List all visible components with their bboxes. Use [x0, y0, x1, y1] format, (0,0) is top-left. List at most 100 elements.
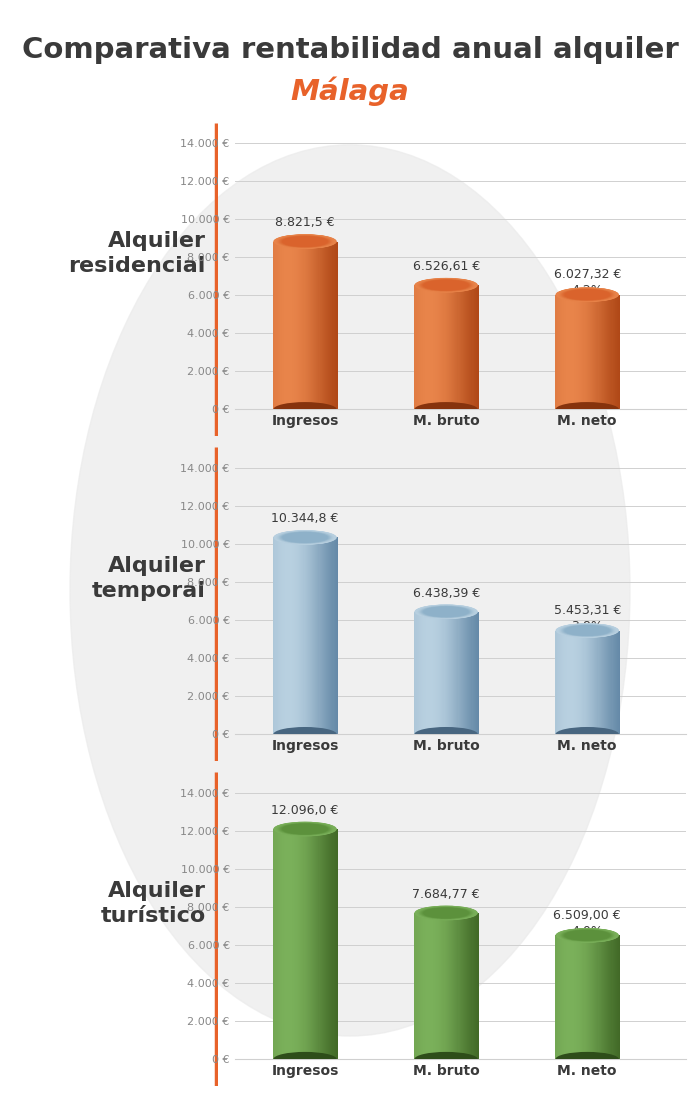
- Bar: [440, 913, 442, 1059]
- Ellipse shape: [415, 278, 477, 292]
- Ellipse shape: [423, 280, 470, 291]
- Bar: [595, 295, 596, 409]
- Bar: [604, 295, 605, 409]
- Bar: [435, 913, 436, 1059]
- Bar: [446, 285, 447, 409]
- Bar: [317, 537, 318, 734]
- Ellipse shape: [556, 928, 618, 942]
- Bar: [465, 612, 466, 734]
- Bar: [287, 537, 288, 734]
- Bar: [427, 913, 428, 1059]
- Bar: [616, 936, 617, 1059]
- Ellipse shape: [417, 278, 475, 292]
- Bar: [300, 829, 302, 1059]
- Bar: [561, 936, 562, 1059]
- Bar: [414, 913, 416, 1059]
- Text: 6.438,39 €: 6.438,39 €: [412, 587, 480, 599]
- Bar: [308, 829, 309, 1059]
- Bar: [419, 612, 420, 734]
- Bar: [448, 612, 449, 734]
- Bar: [456, 913, 458, 1059]
- Bar: [478, 285, 479, 409]
- Ellipse shape: [562, 929, 612, 941]
- Bar: [559, 631, 560, 734]
- Bar: [577, 936, 578, 1059]
- Ellipse shape: [279, 235, 331, 247]
- Ellipse shape: [276, 530, 334, 544]
- Bar: [285, 242, 286, 409]
- Ellipse shape: [279, 531, 331, 544]
- Bar: [295, 537, 296, 734]
- Ellipse shape: [280, 531, 330, 544]
- Bar: [595, 631, 596, 734]
- Ellipse shape: [422, 908, 470, 918]
- Bar: [315, 242, 316, 409]
- Bar: [318, 242, 320, 409]
- Bar: [334, 537, 335, 734]
- Bar: [313, 537, 314, 734]
- Bar: [438, 913, 440, 1059]
- Bar: [453, 285, 454, 409]
- Bar: [324, 537, 325, 734]
- Bar: [449, 913, 450, 1059]
- Bar: [321, 242, 322, 409]
- Ellipse shape: [273, 727, 337, 742]
- Bar: [273, 537, 274, 734]
- Bar: [428, 612, 430, 734]
- Bar: [273, 829, 274, 1059]
- Bar: [293, 537, 294, 734]
- Text: Málaga: Málaga: [290, 77, 410, 106]
- Bar: [466, 913, 467, 1059]
- Bar: [337, 829, 338, 1059]
- Bar: [610, 295, 612, 409]
- Ellipse shape: [276, 822, 334, 836]
- Ellipse shape: [275, 822, 335, 836]
- Ellipse shape: [415, 278, 477, 292]
- Bar: [438, 612, 440, 734]
- Ellipse shape: [419, 278, 473, 292]
- Bar: [564, 936, 566, 1059]
- Bar: [591, 936, 592, 1059]
- Bar: [604, 936, 605, 1059]
- Bar: [560, 936, 561, 1059]
- Bar: [474, 285, 475, 409]
- Ellipse shape: [419, 606, 473, 618]
- Bar: [575, 631, 576, 734]
- Bar: [457, 285, 458, 409]
- Bar: [456, 285, 458, 409]
- Bar: [478, 913, 479, 1059]
- Ellipse shape: [563, 625, 612, 636]
- Bar: [607, 936, 608, 1059]
- Ellipse shape: [424, 606, 469, 617]
- Bar: [461, 285, 462, 409]
- Ellipse shape: [419, 907, 474, 919]
- Bar: [293, 829, 294, 1059]
- Bar: [284, 829, 286, 1059]
- Bar: [603, 631, 604, 734]
- Bar: [331, 242, 332, 409]
- Bar: [273, 242, 274, 409]
- Ellipse shape: [561, 929, 614, 941]
- Bar: [453, 612, 454, 734]
- Bar: [306, 242, 307, 409]
- Bar: [442, 913, 444, 1059]
- Bar: [312, 537, 313, 734]
- Bar: [283, 829, 284, 1059]
- Bar: [310, 242, 311, 409]
- Ellipse shape: [421, 280, 472, 291]
- Bar: [325, 829, 326, 1059]
- Ellipse shape: [565, 625, 610, 636]
- Bar: [421, 913, 422, 1059]
- Bar: [332, 242, 334, 409]
- Bar: [580, 295, 582, 409]
- Bar: [328, 242, 330, 409]
- Ellipse shape: [421, 606, 471, 617]
- Bar: [612, 936, 614, 1059]
- Bar: [475, 285, 476, 409]
- Bar: [471, 285, 472, 409]
- Bar: [290, 242, 292, 409]
- Bar: [619, 295, 620, 409]
- Ellipse shape: [283, 532, 328, 543]
- Bar: [284, 242, 286, 409]
- Bar: [556, 295, 557, 409]
